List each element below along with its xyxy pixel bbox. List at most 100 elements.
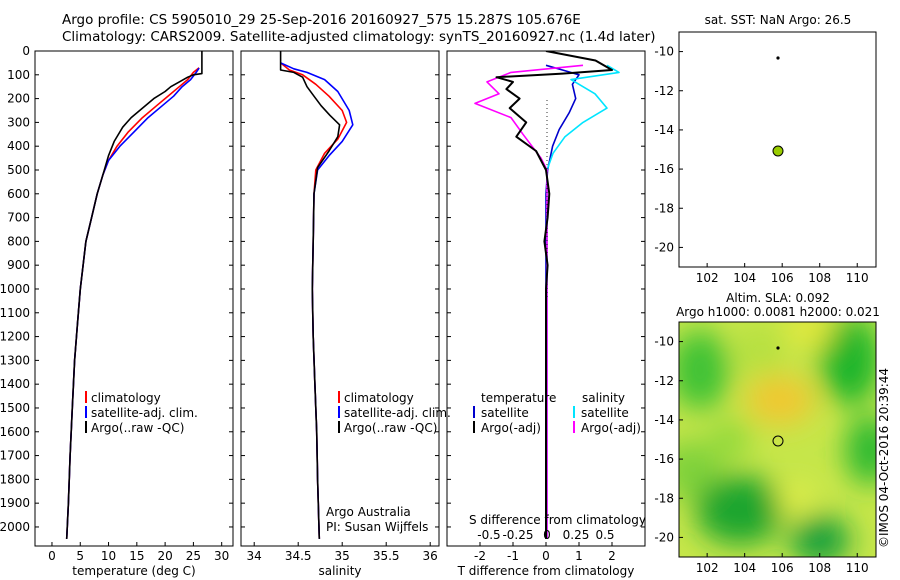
sla-map-ytick-label: -12 (654, 374, 674, 388)
legend-climatology: climatology (91, 391, 161, 405)
depth-tick-label: 300 (7, 115, 30, 129)
t-diff-tick-label: -1 (507, 549, 519, 563)
s-satellite-line (546, 64, 620, 539)
timestamp-stamp: ©IMOS 04-Oct-2016 20:39:44 (877, 367, 891, 548)
temperature-xlabel: temperature (deg C) (72, 564, 195, 578)
depth-tick-label: 1600 (0, 425, 30, 439)
depth-tick-label: 1400 (0, 377, 30, 391)
temperature-tick-label: 15 (129, 549, 144, 563)
sla-map-xtick-label: 106 (771, 561, 794, 575)
temperature-tick-label: 30 (214, 549, 229, 563)
s-diff-tick-label: -0.25 (502, 528, 533, 542)
t-diff-tick-label: 1 (575, 549, 583, 563)
legend-t-argo: Argo(-adj) (481, 421, 541, 435)
depth-tick-label: 0 (22, 44, 30, 58)
depth-tick-label: 2000 (0, 520, 30, 534)
difference-xlabel: T difference from climatology (457, 564, 635, 578)
sla-small-marker (776, 346, 780, 350)
t-diff-tick-label: -2 (474, 549, 486, 563)
sst-map-ytick-label: -16 (654, 162, 674, 176)
depth-tick-label: 1500 (0, 401, 30, 415)
depth-tick-label: 400 (7, 139, 30, 153)
sst-map-xtick-label: 104 (733, 271, 756, 285)
sla-map-xtick-label: 104 (733, 561, 756, 575)
depth-tick-label: 200 (7, 92, 30, 106)
argo-line (279, 51, 341, 539)
depth-tick-label: 900 (7, 258, 30, 272)
sst-map-ytick-label: -12 (654, 84, 674, 98)
sst-map-ytick-label: -10 (654, 45, 674, 59)
salinity-tick-label: 35.5 (373, 549, 400, 563)
s-diff-tick-label: -0.5 (477, 528, 500, 542)
sst-argo-marker (772, 145, 784, 157)
sla-map-ytick-label: -10 (654, 335, 674, 349)
title-line-1: Argo profile: CS 5905010_29 25-Sep-2016 … (62, 12, 581, 28)
salinity-tick-label: 34.5 (285, 549, 312, 563)
legend-s-satellite: satellite (581, 406, 629, 420)
legend-argo: Argo(..raw -QC) (344, 421, 437, 435)
sla-argo-marker (772, 435, 784, 447)
legend-t-satellite: satellite (481, 406, 529, 420)
legend-climatology: climatology (344, 391, 414, 405)
temperature-tick-label: 5 (76, 549, 84, 563)
credit-line-1: Argo Australia (326, 505, 411, 519)
sla-map-ytick-label: -14 (654, 413, 674, 427)
sst-map-title: sat. SST: NaN Argo: 26.5 (705, 13, 852, 27)
sla-map-frame (678, 321, 877, 558)
depth-tick-label: 600 (7, 187, 30, 201)
depth-tick-label: 700 (7, 211, 30, 225)
temperature-tick-label: 25 (186, 549, 201, 563)
temperature-tick-label: 10 (101, 549, 116, 563)
t-argo-line (495, 51, 613, 539)
salinity-tick-label: 34 (247, 549, 262, 563)
difference-lines (474, 51, 620, 539)
depth-tick-label: 800 (7, 234, 30, 248)
argo-line (65, 51, 203, 539)
sst-map-xtick-label: 106 (771, 271, 794, 285)
legend-satellite: satellite-adj. clim. (344, 406, 451, 420)
temperature-panel-frame (34, 50, 234, 547)
difference-legend: temperature satellite Argo(-adj) salinit… (469, 391, 646, 527)
temperature-tick-label: 20 (157, 549, 172, 563)
depth-tick-label: 1200 (0, 330, 30, 344)
sst-map-xtick-label: 110 (846, 271, 869, 285)
depth-tick-label: 1800 (0, 472, 30, 486)
sla-map-title-1: Altim. SLA: 0.092 (726, 291, 830, 305)
legend-temperature-title: temperature (481, 391, 556, 405)
legend-s-argo: Argo(-adj) (581, 421, 641, 435)
depth-tick-label: 1100 (0, 306, 30, 320)
depth-tick-label: 100 (7, 68, 30, 82)
legend-argo: Argo(..raw -QC) (91, 421, 184, 435)
sla-map-ytick-label: -16 (654, 452, 674, 466)
sst-map-ytick-label: -18 (654, 201, 674, 215)
sst-map-ytick-label: -20 (654, 240, 674, 254)
sla-map-xtick-label: 102 (696, 561, 719, 575)
depth-tick-label: 1300 (0, 353, 30, 367)
salinity-tick-label: 36 (423, 549, 438, 563)
temperature-legend: climatology satellite-adj. clim. Argo(..… (85, 391, 198, 435)
s-diff-tick-label: 0.25 (563, 528, 590, 542)
sla-map-xtick-label: 108 (808, 561, 831, 575)
depth-tick-label: 1900 (0, 496, 30, 510)
title-line-2: Climatology: CARS2009. Satellite-adjuste… (62, 29, 656, 45)
s-diff-tick-label: 0.5 (595, 528, 614, 542)
credit-line-2: PI: Susan Wijffels (326, 520, 428, 534)
salinity-legend: climatology satellite-adj. clim. Argo(..… (326, 391, 451, 534)
sla-map-ytick-label: -18 (654, 491, 674, 505)
depth-tick-label: 1700 (0, 449, 30, 463)
sst-map-xtick-label: 102 (696, 271, 719, 285)
sla-map-title-2: Argo h1000: 0.0081 h2000: 0.021 (676, 305, 880, 319)
depth-tick-label: 500 (7, 163, 30, 177)
sst-map-xtick-label: 108 (808, 271, 831, 285)
salinity-xlabel: salinity (318, 564, 361, 578)
sst-small-marker (776, 56, 780, 60)
t-diff-tick-label: 0 (542, 549, 550, 563)
s-difference-label: S difference from climatology (469, 513, 646, 527)
sla-heatmap (679, 322, 876, 557)
sla-map-ytick-label: -20 (654, 530, 674, 544)
sst-map-ytick-label: -14 (654, 123, 674, 137)
legend-salinity-title: salinity (582, 391, 625, 405)
legend-satellite: satellite-adj. clim. (91, 406, 198, 420)
t-diff-tick-label: 2 (608, 549, 616, 563)
